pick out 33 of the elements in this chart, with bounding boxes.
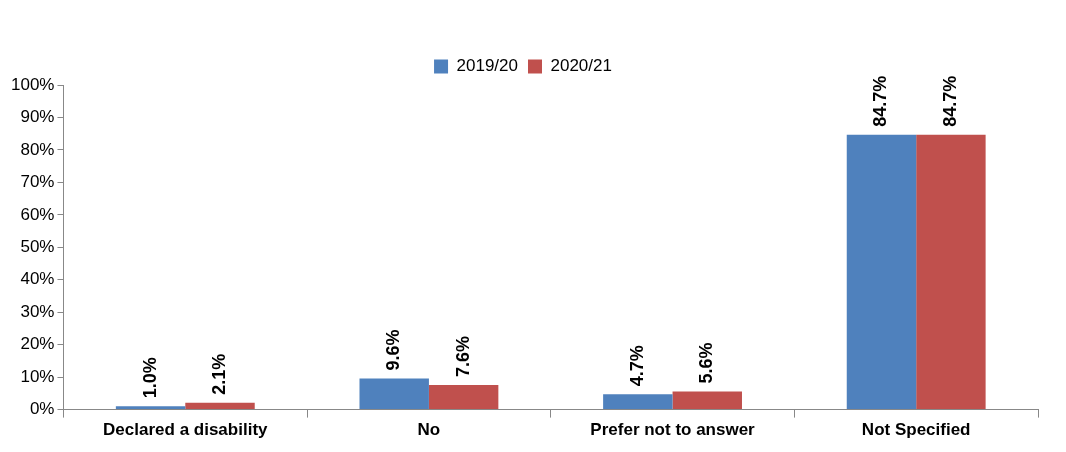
x-tick-label: Not Specified <box>861 420 971 440</box>
x-tick-label: Declared a disability <box>103 420 269 440</box>
bar <box>916 134 986 410</box>
data-label: 7.6% <box>452 335 473 377</box>
y-tick-label: 50% <box>20 236 55 256</box>
y-tick-label: 40% <box>20 269 55 289</box>
x-tick-label: Prefer not to answer <box>590 420 756 440</box>
bar <box>603 394 673 410</box>
y-tick-label: 0% <box>29 399 55 419</box>
legend-label: 2020/21 <box>550 56 612 76</box>
y-tick-label: 60% <box>20 204 55 224</box>
legend-label: 2019/20 <box>456 56 518 76</box>
y-tick-label: 80% <box>20 139 55 159</box>
data-label: 5.6% <box>696 342 717 384</box>
y-tick-label: 90% <box>20 107 55 127</box>
data-label: 84.7% <box>870 75 891 127</box>
data-label: 84.7% <box>939 75 960 127</box>
data-label: 9.6% <box>383 329 404 371</box>
bar <box>672 391 742 410</box>
data-label: 4.7% <box>626 345 647 387</box>
bar <box>185 402 255 410</box>
data-label: 1.0% <box>139 357 160 399</box>
y-tick-label: 100% <box>11 74 55 94</box>
bar <box>846 134 917 410</box>
y-tick-label: 10% <box>20 366 55 386</box>
bar <box>115 406 186 410</box>
y-tick-label: 30% <box>20 301 55 321</box>
y-tick-label: 20% <box>20 334 55 354</box>
bar <box>428 384 499 410</box>
x-tick-label: No <box>417 420 441 440</box>
bar <box>359 378 429 410</box>
data-label: 2.1% <box>208 353 229 395</box>
y-tick-label: 70% <box>20 172 55 192</box>
